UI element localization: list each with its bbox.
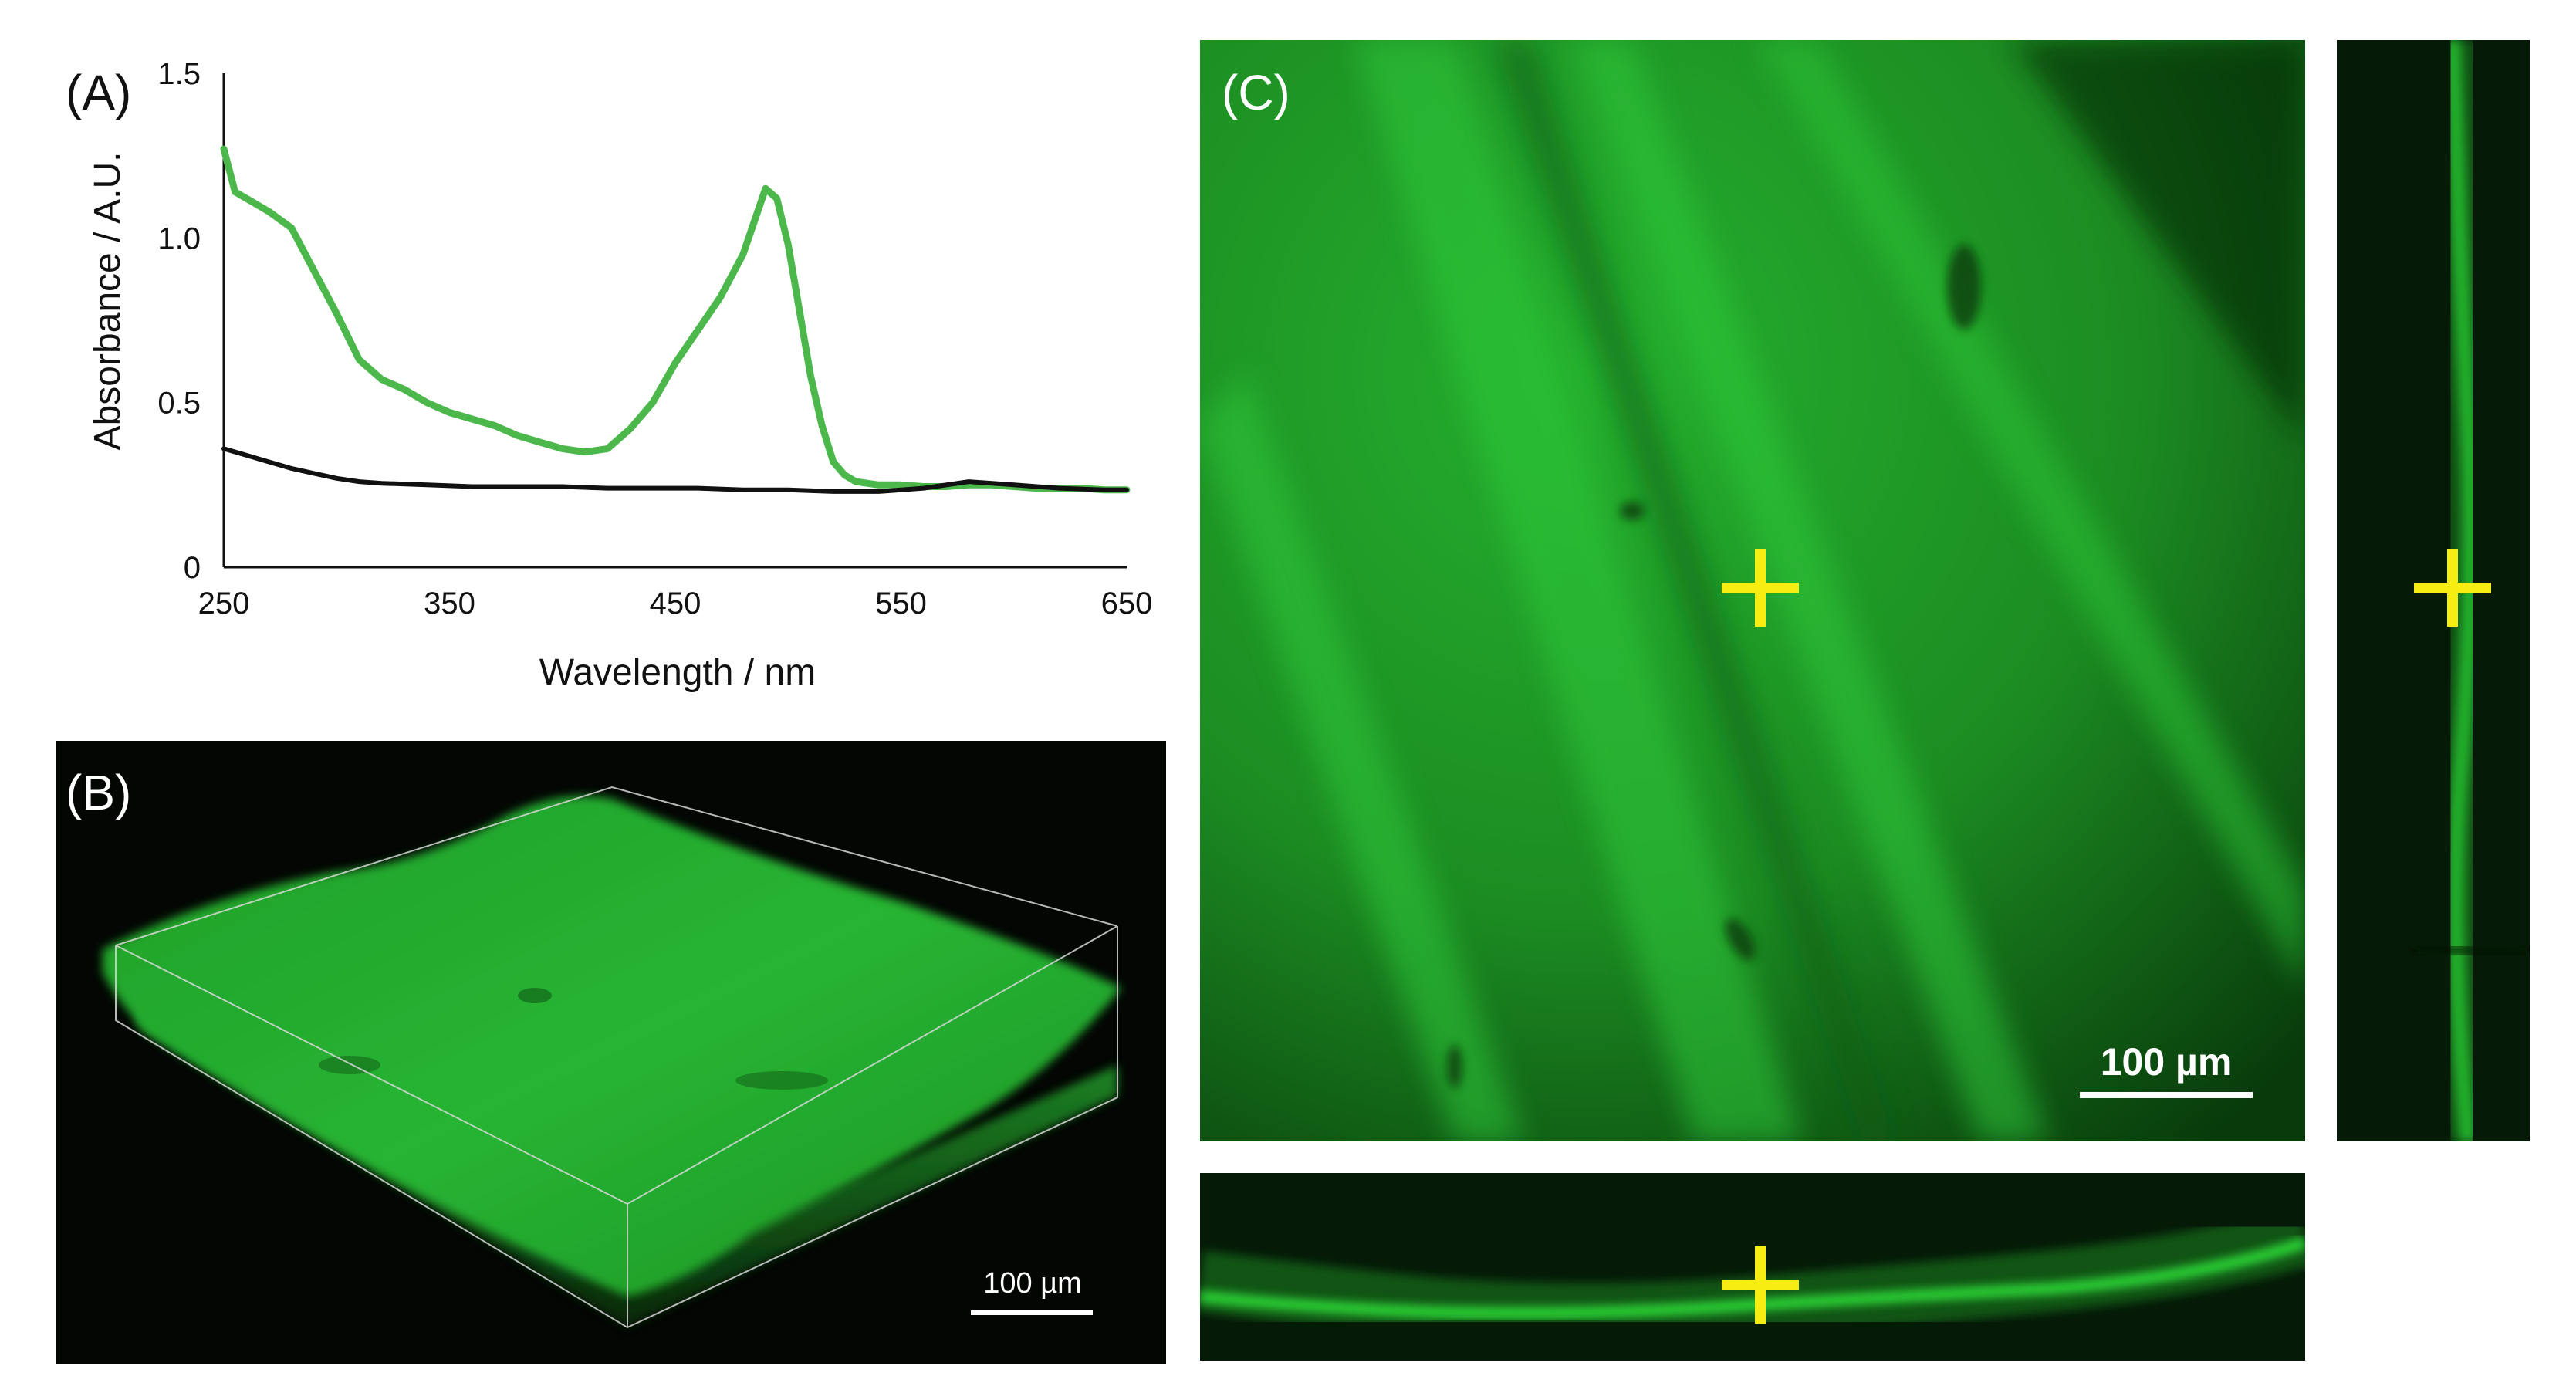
panel-b-label: (B) <box>66 765 132 820</box>
panel-c-yz-view-image <box>2337 40 2530 1141</box>
chart-axes <box>222 73 1127 569</box>
y-tick-label: 1.0 <box>157 221 201 255</box>
panel-c-scale-label: 100 µm <box>2100 1040 2233 1084</box>
x-tick-label: 650 <box>1101 587 1153 620</box>
yz-fluorescence <box>2413 40 2530 1141</box>
xz-fluorescence <box>1200 1205 2305 1345</box>
panel-c-label: (C) <box>1222 65 1290 120</box>
x-tick-label: 450 <box>650 587 701 620</box>
panel-c-yz-crosshair <box>2414 549 2491 627</box>
x-tick-label: 250 <box>198 587 250 620</box>
x-tick-label: 350 <box>424 587 475 620</box>
x-tick-label: 550 <box>875 587 927 620</box>
panel-c-xz-crosshair <box>1722 1246 1799 1324</box>
chart-tick-labels: 250 350 450 550 650 0 0.5 1.0 1.5 <box>157 57 1152 620</box>
x-axis-label: Wavelength / nm <box>539 652 816 693</box>
y-tick-label: 0 <box>184 551 201 585</box>
y-tick-label: 1.5 <box>157 57 201 91</box>
y-axis-label: Absorbance / A.U. <box>87 152 128 451</box>
panel-c-xy-crosshair <box>1722 549 1799 627</box>
black-absorbance-series <box>221 446 1129 494</box>
panel-b-scale-bar <box>971 1310 1093 1315</box>
panel-c-xy-view-image: 100 µm <box>1200 40 2305 1141</box>
panel-c-xz-view-image <box>1200 1173 2305 1361</box>
xy-fluorescence <box>1200 40 2305 1141</box>
absorbance-chart: 250 350 450 550 650 0 0.5 1.0 1.5 Wavelength / n… <box>87 57 1152 693</box>
green-absorbance-series <box>220 145 1131 494</box>
panel-a-label: (A) <box>66 65 132 120</box>
y-tick-label: 0.5 <box>157 387 201 421</box>
panel-c-scale-bar <box>2080 1092 2253 1098</box>
panel-b-3d-volume-image: 100 µm <box>56 741 1166 1364</box>
chart-series <box>220 145 1131 494</box>
volume-render <box>103 786 1121 1329</box>
panel-b-scale-label: 100 µm <box>983 1267 1082 1300</box>
